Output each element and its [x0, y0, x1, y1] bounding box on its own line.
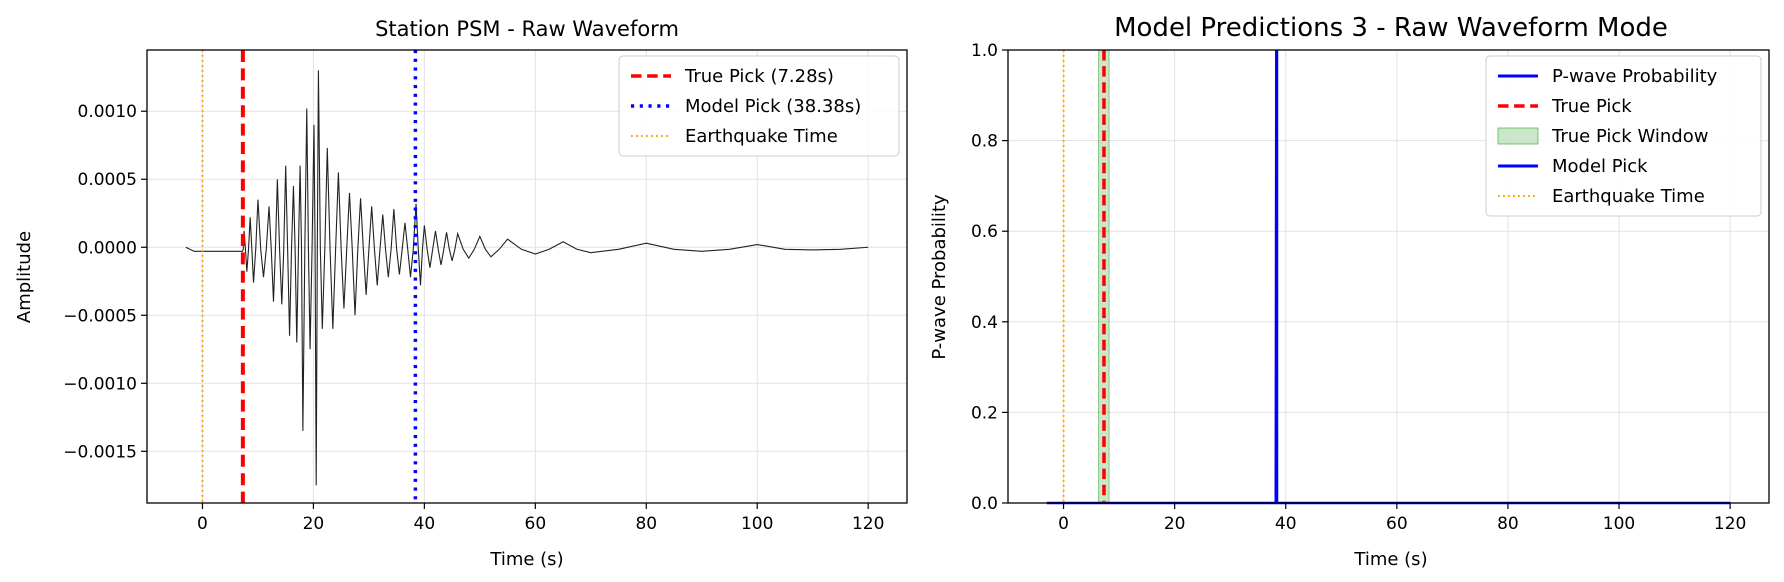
prediction-y-tick-label: 0.2 — [971, 403, 998, 423]
prediction-x-tick-label: 20 — [1164, 514, 1186, 534]
prediction-x-tick-label: 120 — [1714, 514, 1746, 534]
waveform-x-tick-label: 60 — [525, 514, 547, 534]
prediction-panel: Model Predictions 3 - Raw Waveform Mode … — [929, 13, 1770, 570]
waveform-x-tick-label: 80 — [635, 514, 657, 534]
waveform-legend-label: Model Pick (38.38s) — [685, 96, 861, 117]
waveform-x-axis-label: Time (s) — [489, 549, 563, 570]
waveform-y-tick-label: 0.0000 — [78, 238, 137, 258]
waveform-y-tick-label: −0.0010 — [63, 374, 137, 394]
prediction-y-tick-label: 0.4 — [971, 313, 998, 333]
prediction-x-tick-label: 80 — [1497, 514, 1519, 534]
waveform-y-tick-label: −0.0005 — [63, 306, 137, 326]
prediction-x-tick-label: 0 — [1058, 514, 1069, 534]
prediction-y-tick-label: 0.6 — [971, 222, 998, 242]
waveform-x-tick-label: 20 — [303, 514, 325, 534]
prediction-x-tick-label: 100 — [1603, 514, 1635, 534]
prediction-legend: P-wave Probability True Pick True Pick Win… — [1485, 55, 1762, 217]
waveform-legend-label: Earthquake Time — [685, 126, 838, 147]
waveform-x-tick-label: 40 — [414, 514, 436, 534]
waveform-legend-box — [618, 55, 900, 157]
prediction-title: Model Predictions 3 - Raw Waveform Mode — [1114, 13, 1668, 43]
prediction-legend-label: Earthquake Time — [1552, 186, 1705, 207]
waveform-y-tick-label: 0.0005 — [78, 170, 137, 190]
prediction-legend-label: P-wave Probability — [1552, 66, 1718, 87]
seismic-waveform-line — [185, 70, 869, 486]
waveform-title: Station PSM - Raw Waveform — [375, 17, 679, 41]
prediction-x-tick-label: 40 — [1275, 514, 1297, 534]
prediction-legend-box — [1485, 55, 1762, 217]
prediction-legend-label: True Pick — [1551, 96, 1632, 117]
prediction-y-tick-label: 0.0 — [971, 494, 998, 514]
prediction-legend-label: Model Pick — [1552, 156, 1648, 177]
waveform-legend-label: True Pick (7.28s) — [684, 66, 834, 87]
waveform-x-tick-label: 100 — [741, 514, 773, 534]
prediction-plot-frame — [1007, 49, 1770, 504]
prediction-y-tick-label: 0.8 — [971, 132, 998, 152]
waveform-y-tick-label: 0.0010 — [78, 102, 137, 122]
prediction-y-axis-label: P-wave Probability — [929, 194, 950, 360]
waveform-y-axis-label: Amplitude — [14, 231, 35, 323]
prediction-x-axis-label: Time (s) — [1353, 549, 1427, 570]
waveform-x-tick-label: 0 — [197, 514, 208, 534]
prediction-y-tick-label: 1.0 — [971, 41, 998, 61]
waveform-x-tick-label: 120 — [852, 514, 884, 534]
waveform-y-tick-label: −0.0015 — [63, 442, 137, 462]
waveform-plot-frame — [146, 49, 908, 504]
prediction-legend-swatch — [1497, 127, 1539, 145]
prediction-legend-label: True Pick Window — [1551, 126, 1708, 147]
waveform-legend: True Pick (7.28s) Model Pick (38.38s) Eart… — [618, 55, 900, 157]
waveform-panel: Station PSM - Raw Waveform 0 20 40 60 80 100 1… — [14, 17, 908, 570]
prediction-x-tick-label: 60 — [1386, 514, 1408, 534]
